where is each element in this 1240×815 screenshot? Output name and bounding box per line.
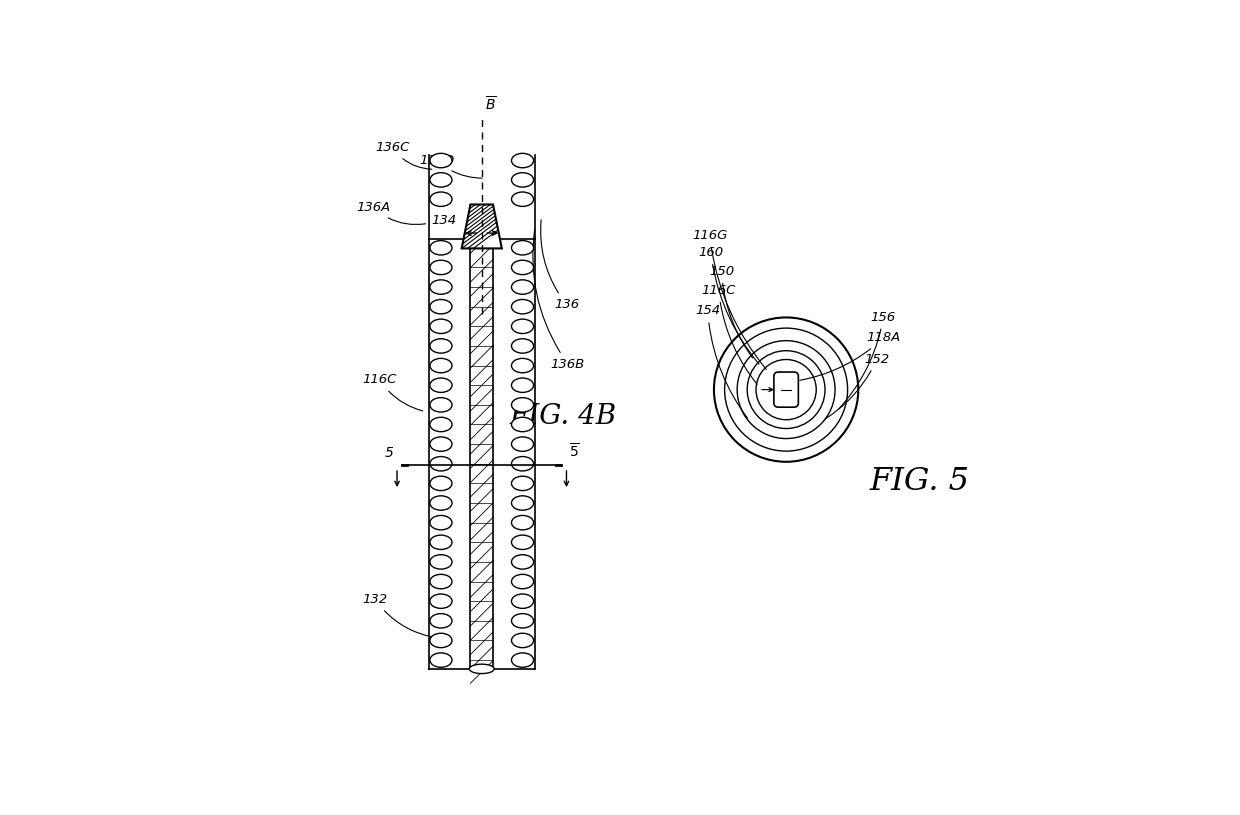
Ellipse shape <box>511 260 533 275</box>
Ellipse shape <box>511 437 533 452</box>
Ellipse shape <box>511 280 533 294</box>
Ellipse shape <box>430 633 453 648</box>
Ellipse shape <box>430 535 453 549</box>
Ellipse shape <box>511 173 533 187</box>
Ellipse shape <box>511 240 533 255</box>
Ellipse shape <box>430 153 453 168</box>
Text: 5: 5 <box>386 447 394 460</box>
Text: 156: 156 <box>838 311 897 409</box>
Text: FIG. 4B: FIG. 4B <box>510 403 616 430</box>
Ellipse shape <box>430 319 453 333</box>
Ellipse shape <box>430 417 453 432</box>
Text: 134: 134 <box>432 214 456 227</box>
Ellipse shape <box>430 515 453 530</box>
Ellipse shape <box>511 496 533 510</box>
Ellipse shape <box>430 260 453 275</box>
Text: 136: 136 <box>541 220 579 311</box>
Bar <box>465 233 498 675</box>
FancyBboxPatch shape <box>774 372 799 408</box>
Ellipse shape <box>511 299 533 314</box>
Ellipse shape <box>430 594 453 608</box>
Text: 160: 160 <box>698 246 759 364</box>
Text: 136B: 136B <box>533 229 585 371</box>
Ellipse shape <box>430 437 453 452</box>
Ellipse shape <box>430 614 453 628</box>
Text: $\overline{5}$: $\overline{5}$ <box>569 442 579 460</box>
Ellipse shape <box>430 339 453 353</box>
Ellipse shape <box>511 614 533 628</box>
Ellipse shape <box>511 535 533 549</box>
Ellipse shape <box>430 653 453 667</box>
Text: 136A: 136A <box>356 200 425 224</box>
Ellipse shape <box>430 173 453 187</box>
Bar <box>470 239 494 669</box>
Ellipse shape <box>511 555 533 569</box>
Text: 152: 152 <box>826 353 889 419</box>
Text: $\overline{B}$: $\overline{B}$ <box>485 95 496 113</box>
Ellipse shape <box>511 359 533 372</box>
Ellipse shape <box>430 359 453 372</box>
Text: 116G: 116G <box>692 229 766 369</box>
Ellipse shape <box>511 339 533 353</box>
Ellipse shape <box>511 633 533 648</box>
Ellipse shape <box>511 417 533 432</box>
Ellipse shape <box>430 476 453 491</box>
Ellipse shape <box>469 664 495 673</box>
Text: 154: 154 <box>696 304 748 418</box>
Ellipse shape <box>511 153 533 168</box>
Ellipse shape <box>430 496 453 510</box>
Text: 150: 150 <box>709 265 753 358</box>
Ellipse shape <box>430 299 453 314</box>
Text: 116C: 116C <box>702 284 758 385</box>
Text: 116C: 116C <box>362 373 423 411</box>
Ellipse shape <box>511 476 533 491</box>
Text: 118A: 118A <box>800 331 900 381</box>
Text: 136C: 136C <box>374 141 432 170</box>
Ellipse shape <box>511 653 533 667</box>
Ellipse shape <box>430 240 453 255</box>
Ellipse shape <box>511 192 533 206</box>
Ellipse shape <box>511 594 533 608</box>
Polygon shape <box>461 205 502 249</box>
Ellipse shape <box>430 192 453 206</box>
Ellipse shape <box>430 280 453 294</box>
Ellipse shape <box>430 555 453 569</box>
Ellipse shape <box>430 456 453 471</box>
Ellipse shape <box>511 515 533 530</box>
Ellipse shape <box>511 575 533 588</box>
Ellipse shape <box>511 319 533 333</box>
Ellipse shape <box>430 575 453 588</box>
Ellipse shape <box>511 456 533 471</box>
Text: FIG. 5: FIG. 5 <box>869 466 970 497</box>
Text: 132: 132 <box>362 593 432 637</box>
Ellipse shape <box>430 378 453 392</box>
Ellipse shape <box>511 398 533 412</box>
Ellipse shape <box>511 378 533 392</box>
Ellipse shape <box>430 398 453 412</box>
Text: 116D: 116D <box>419 154 482 178</box>
